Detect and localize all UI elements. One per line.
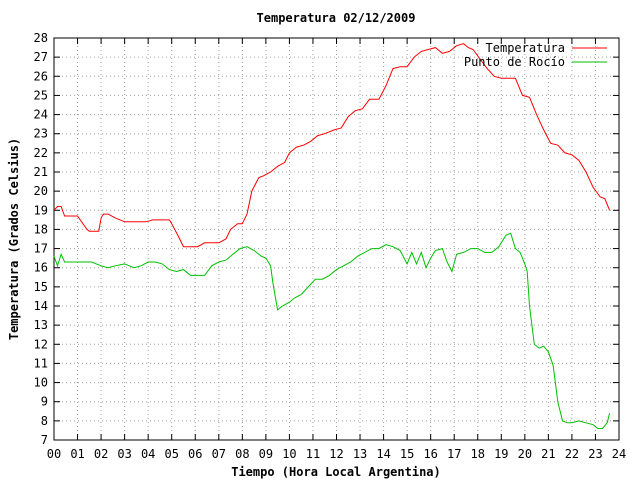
series-line-punto-de-rocio — [53, 232, 611, 429]
y-tick-label: 9 — [41, 395, 48, 409]
x-tick-label: 13 — [353, 447, 367, 461]
x-tick-label: 04 — [141, 447, 155, 461]
y-tick-label: 11 — [34, 356, 48, 370]
x-tick-label: 01 — [70, 447, 84, 461]
y-tick-label: 21 — [34, 165, 48, 179]
y-tick-label: 23 — [34, 127, 48, 141]
x-tick-label: 00 — [47, 447, 61, 461]
y-tick-label: 24 — [34, 108, 48, 122]
x-tick-label: 10 — [282, 447, 296, 461]
x-tick-label: 21 — [541, 447, 555, 461]
x-axis: 00 01 02 03 04 05 06 07 08 09 10 11 12 13 14 15 16 17 18 19… — [47, 38, 626, 461]
y-tick-label: 18 — [34, 222, 48, 236]
x-tick-label: 19 — [494, 447, 508, 461]
x-tick-label: 05 — [164, 447, 178, 461]
x-tick-label: 11 — [306, 447, 320, 461]
x-tick-label: 09 — [259, 447, 273, 461]
chart-title: Temperatura 02/12/2009 — [257, 11, 416, 25]
x-tick-label: 07 — [212, 447, 226, 461]
legend-label: Temperatura — [486, 41, 565, 55]
y-tick-label: 8 — [41, 414, 48, 428]
x-tick-label: 20 — [518, 447, 532, 461]
y-tick-label: 12 — [34, 337, 48, 351]
series-line-temperatura — [53, 43, 611, 248]
x-tick-label: 24 — [612, 447, 626, 461]
x-tick-label: 16 — [423, 447, 437, 461]
x-axis-label: Tiempo (Hora Local Argentina) — [231, 465, 441, 479]
y-tick-label: 16 — [34, 261, 48, 275]
x-tick-label: 12 — [329, 447, 343, 461]
y-tick-label: 19 — [34, 203, 48, 217]
x-tick-label: 18 — [471, 447, 485, 461]
x-tick-label: 08 — [235, 447, 249, 461]
x-tick-label: 22 — [565, 447, 579, 461]
y-tick-label: 27 — [34, 50, 48, 64]
y-tick-label: 26 — [34, 69, 48, 83]
y-axis: 7 8 9 10 11 12 13 14 15 16 17 18 19 20 21 22 23 24 25 26 27 2… — [34, 31, 619, 447]
x-tick-label: 06 — [188, 447, 202, 461]
grid — [54, 38, 619, 440]
y-tick-label: 7 — [41, 433, 48, 447]
x-tick-label: 03 — [117, 447, 131, 461]
y-tick-label: 20 — [34, 184, 48, 198]
x-tick-label: 02 — [94, 447, 108, 461]
y-tick-label: 22 — [34, 146, 48, 160]
y-tick-label: 28 — [34, 31, 48, 45]
y-axis-label: Temperatura (Grados Celsius) — [7, 138, 21, 340]
series-lines — [53, 43, 611, 429]
y-tick-label: 25 — [34, 88, 48, 102]
y-tick-label: 13 — [34, 318, 48, 332]
y-tick-label: 14 — [34, 299, 48, 313]
legend-label: Punto de Rocío — [464, 55, 565, 69]
x-tick-label: 14 — [376, 447, 390, 461]
y-tick-label: 10 — [34, 376, 48, 390]
y-tick-label: 15 — [34, 280, 48, 294]
x-tick-label: 23 — [588, 447, 602, 461]
y-tick-label: 17 — [34, 242, 48, 256]
x-tick-label: 15 — [400, 447, 414, 461]
x-tick-label: 17 — [447, 447, 461, 461]
